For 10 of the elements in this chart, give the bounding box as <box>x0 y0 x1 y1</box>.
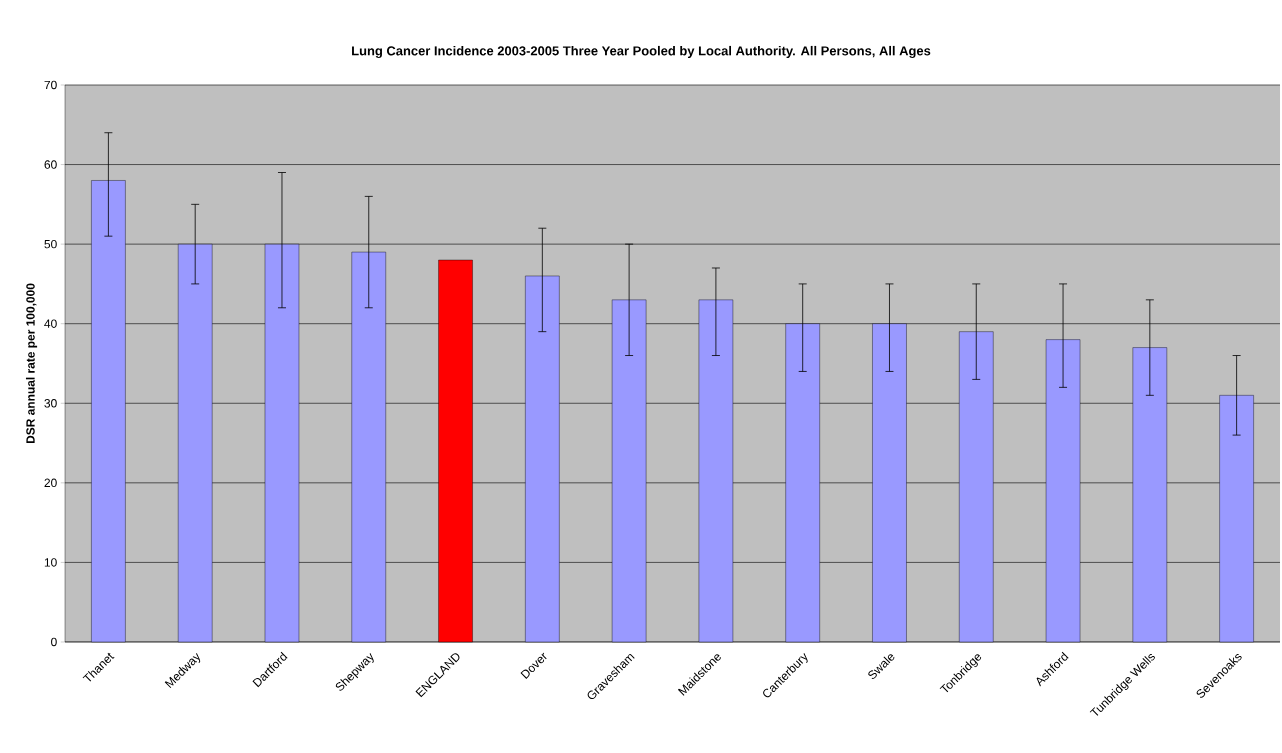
y-tick-label: 60 <box>44 160 57 169</box>
y-tick-label: 0 <box>51 637 57 647</box>
y-tick-label: 10 <box>44 558 57 567</box>
y-tick-label: 40 <box>44 319 57 328</box>
y-tick-label: 70 <box>44 80 57 90</box>
y-axis-title: DSR annual rate per 100,000 <box>25 283 38 444</box>
y-tick-label: 20 <box>44 478 57 488</box>
chart-title: Lung Cancer Incidence 2003-2005 Three Year Pooled by Local Authority. All Persons, All Ages <box>352 45 931 59</box>
y-tick-label: 30 <box>44 399 57 408</box>
y-tick-label: 50 <box>44 239 57 249</box>
